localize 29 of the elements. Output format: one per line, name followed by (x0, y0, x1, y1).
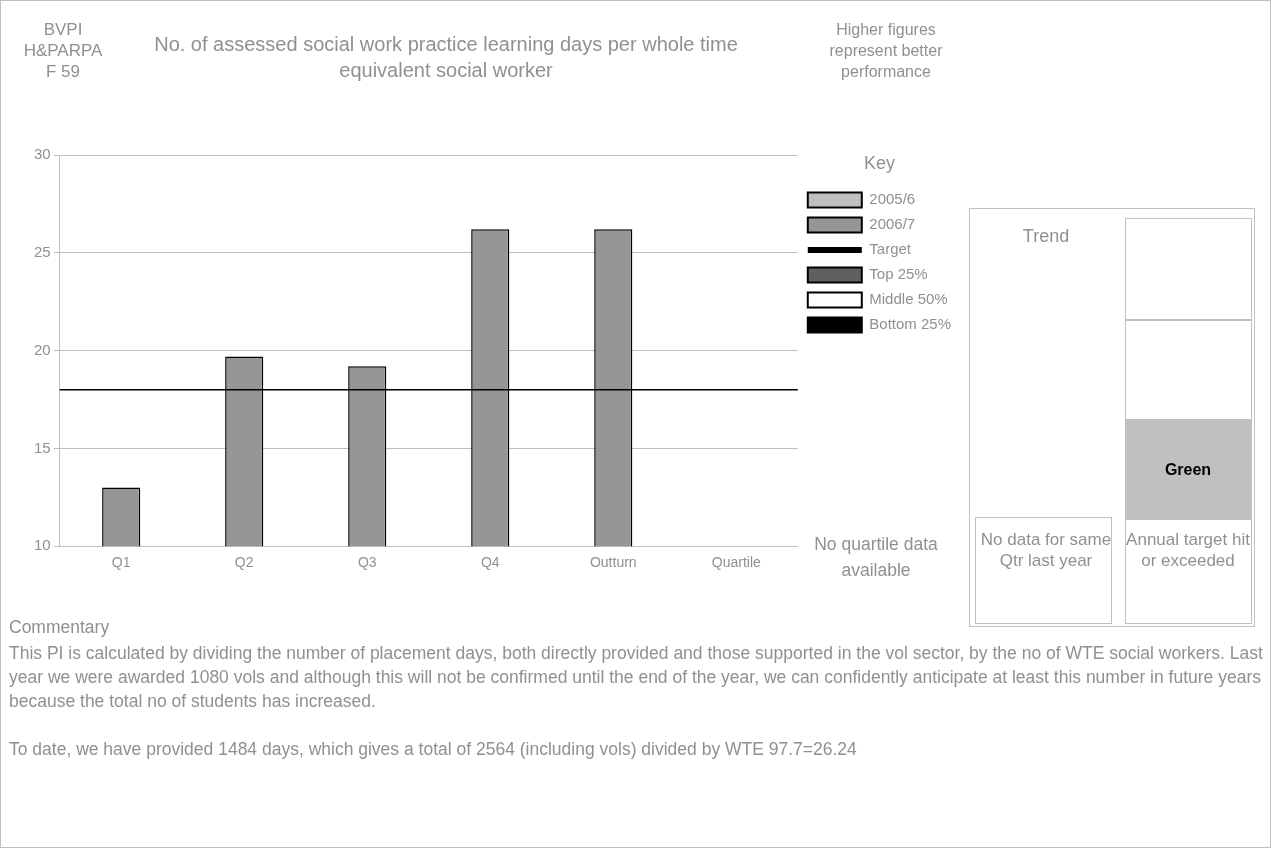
text: Higher figures represent better performance (828, 20, 944, 82)
x-tick-label: Q3 (357, 554, 377, 571)
text: BVPI H&PARPA F 59 (23, 19, 103, 82)
legend-label: 2006/7 (869, 215, 916, 233)
x-tick-label: Q4 (480, 554, 500, 571)
text: This PI is calculated by dividing the number of placement days, both directly provided and those supported in the vol sector, by the no of WTE social workers. Last year we were awarded 1080 vols and although this will not be confirmed until the end of the year, we can confidently anticipate at least this number in future years because the total no of students has increased. (9, 642, 1264, 713)
text: Commentary (9, 617, 110, 638)
x-tick-label: Q1 (111, 554, 131, 571)
y-tick-label: 25 (34, 242, 51, 260)
legend-label: Target (869, 240, 912, 258)
x-tick-label: Outturn (589, 554, 637, 571)
text: Annual target hit or exceeded (1125, 529, 1251, 571)
y-tick-label: 15 (34, 438, 51, 456)
text: Green (1163, 460, 1213, 480)
y-tick-label: 30 (34, 145, 51, 163)
text: Trend (1021, 226, 1071, 247)
text: No data for same Qtr last year (979, 529, 1113, 571)
y-tick-label: 20 (34, 340, 51, 358)
text: No quartile data available (813, 533, 939, 582)
legend-label: Bottom 25% (869, 315, 952, 333)
legend-title: Key (863, 152, 895, 173)
legend-label: 2005/6 (869, 190, 916, 208)
legend-label: Middle 50% (869, 290, 948, 308)
x-tick-label: Quartile (711, 554, 761, 571)
legend-label: Top 25% (869, 265, 928, 283)
text: To date, we have provided 1484 days, which gives a total of 2564 (including vols) divided by WTE 97.7=26.24 (9, 738, 858, 761)
chart-title: No. of assessed social work practice learning days per whole time equivalent social worker (153, 32, 739, 83)
y-tick-label: 10 (34, 536, 51, 554)
x-tick-label: Q2 (234, 554, 254, 571)
